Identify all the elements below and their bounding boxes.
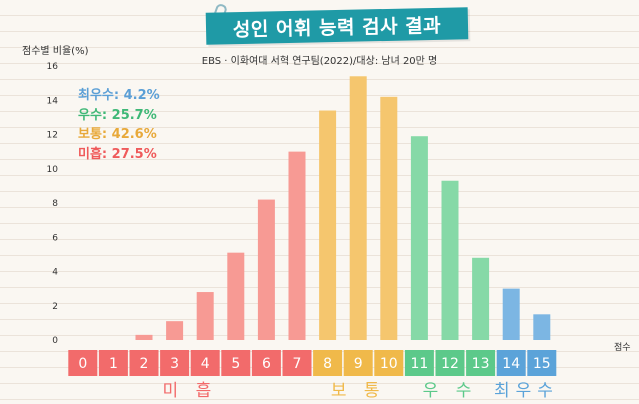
- x-tick-box-4: [190, 350, 220, 376]
- bar-score-10: [380, 96, 398, 340]
- x-tick-box-7: [282, 350, 312, 376]
- bar-score-14: [502, 288, 520, 340]
- x-tick-box-9: [343, 350, 373, 376]
- x-tick-label: 2: [140, 356, 149, 372]
- bar-score-3: [166, 321, 184, 340]
- x-tick-label: 0: [78, 356, 87, 372]
- x-tick-box-13: [466, 350, 496, 376]
- x-tick-label: 11: [410, 356, 428, 372]
- x-tick-label: 6: [262, 356, 271, 372]
- x-axis-label: 점수: [614, 343, 631, 353]
- y-tick-label: 8: [52, 199, 58, 209]
- x-tick-box-14: [496, 350, 526, 376]
- chart-source: EBS · 이화여대 서혁 연구팀(2022)/대상: 남녀 20만 명: [201, 56, 438, 67]
- x-tick-box-3: [160, 350, 190, 376]
- x-tick-box-8: [313, 350, 343, 376]
- y-tick-label: 6: [52, 233, 58, 243]
- legend-item-excellent: 우수: 25.7%: [78, 107, 157, 123]
- bar-score-7: [288, 151, 306, 340]
- x-tick-box-10: [374, 350, 404, 376]
- x-tick-label: 14: [502, 356, 520, 372]
- x-tick-label: 4: [201, 356, 210, 372]
- y-tick-label: 2: [52, 302, 58, 312]
- bar-score-2: [135, 334, 153, 340]
- y-tick-label: 10: [47, 165, 59, 175]
- bar-score-13: [472, 257, 490, 340]
- x-tick-label: 5: [231, 356, 240, 372]
- x-tick-box-5: [221, 350, 251, 376]
- x-tick-box-0: [68, 350, 98, 376]
- bar-score-15: [533, 314, 551, 340]
- x-tick-box-11: [404, 350, 434, 376]
- y-tick-label: 12: [47, 131, 58, 141]
- x-tick-box-1: [98, 350, 128, 376]
- bar-score-9: [349, 76, 367, 341]
- x-tick-box-2: [129, 350, 159, 376]
- bar-score-8: [319, 110, 337, 341]
- y-tick-label: 16: [47, 62, 59, 72]
- x-tick-label: 12: [441, 356, 459, 372]
- x-tick-box-6: [251, 350, 281, 376]
- group-label: 미 흡: [163, 381, 218, 401]
- x-tick-label: 8: [323, 356, 332, 372]
- y-tick-label: 0: [52, 336, 58, 346]
- x-tick-label: 1: [109, 356, 118, 372]
- x-tick-label: 10: [380, 356, 398, 372]
- x-tick-label: 15: [533, 356, 551, 372]
- bar-score-11: [410, 136, 428, 340]
- x-tick-label: 13: [472, 356, 490, 372]
- legend-item-average: 보통: 42.6%: [78, 127, 157, 142]
- x-tick-label: 7: [293, 356, 302, 372]
- legend: 최우수: 4.2% 우수: 25.7% 보통: 42.6% 미흡: 27.5%: [78, 86, 160, 164]
- bar-score-12: [441, 180, 459, 340]
- bar-score-4: [196, 292, 214, 340]
- legend-item-poor: 미흡: 27.5%: [78, 146, 157, 162]
- y-tick-label: 14: [47, 96, 59, 106]
- legend-item-top: 최우수: 4.2%: [78, 88, 160, 103]
- x-tick-label: 3: [170, 356, 179, 372]
- x-tick-box-12: [435, 350, 465, 376]
- group-label: 보 통: [331, 381, 386, 401]
- bar-score-6: [257, 199, 275, 340]
- y-axis-label: 점수별 비율(%): [22, 46, 89, 57]
- bar-score-5: [227, 252, 245, 340]
- x-tick-box-15: [527, 350, 557, 376]
- x-tick-label: 9: [354, 356, 363, 372]
- group-label: 최우수: [494, 381, 559, 401]
- group-label: 우 수: [423, 381, 478, 401]
- y-tick-label: 4: [52, 268, 58, 278]
